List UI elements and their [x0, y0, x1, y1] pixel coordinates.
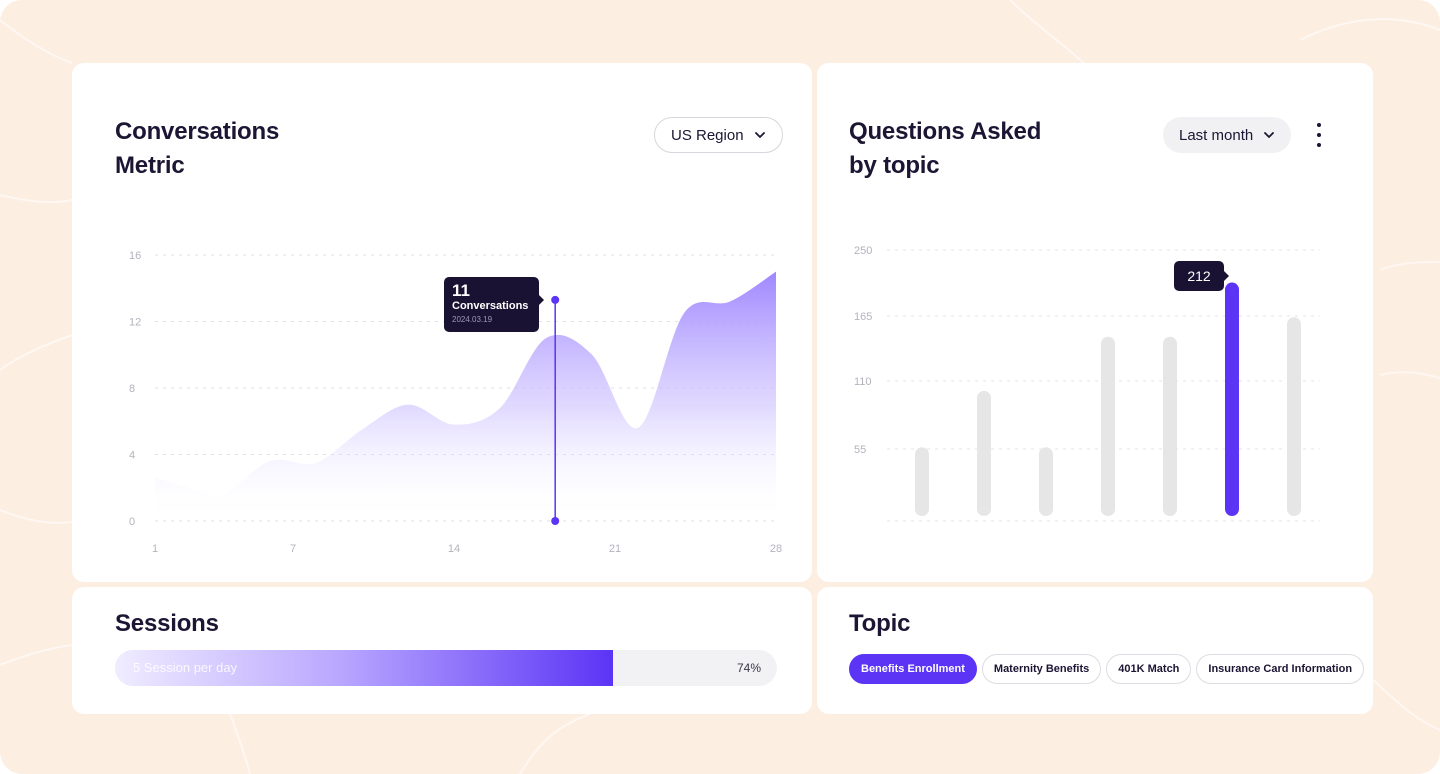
region-dropdown-label: US Region — [671, 126, 744, 144]
topic-chip[interactable]: Insurance Card Information — [1196, 654, 1365, 684]
topic-chip[interactable]: 401K Match — [1106, 654, 1192, 684]
y-tick-label: 55 — [854, 444, 866, 456]
conversations-title: Conversations Metric — [115, 115, 279, 183]
topic-chip[interactable]: Benefits Enrollment — [849, 654, 977, 684]
bar-tooltip: 212 — [1174, 261, 1229, 291]
y-tick-label: 4 — [129, 450, 135, 462]
bar[interactable] — [1163, 336, 1177, 516]
x-tick-label: 28 — [770, 543, 782, 555]
conversations-tooltip: 11 Conversations 2024.03.19 — [444, 277, 544, 332]
questions-title-line-1: Questions Asked — [849, 118, 1042, 145]
sessions-progress-percent: 74% — [736, 661, 761, 675]
sessions-progress-bar: 5 Session per day 74% — [115, 650, 777, 686]
x-tick-label: 21 — [609, 543, 621, 555]
tooltip-date: 2024.03.19 — [452, 315, 493, 324]
highlight-point-bottom — [551, 517, 560, 525]
sessions-title: Sessions — [115, 610, 219, 637]
conversations-title-line-2: Metric — [115, 152, 185, 179]
y-tick-label: 165 — [854, 311, 872, 323]
tooltip-arrow — [539, 295, 544, 305]
x-tick-label: 7 — [290, 543, 296, 555]
questions-by-topic-card: Questions Asked by topic Last month 250 1… — [817, 63, 1373, 582]
period-dropdown-label: Last month — [1179, 126, 1254, 144]
chevron-down-icon — [754, 132, 765, 138]
x-tick-label: 14 — [448, 543, 460, 555]
period-dropdown[interactable]: Last month — [1163, 117, 1292, 153]
conversations-area — [155, 271, 776, 521]
sessions-card: Sessions 5 Session per day 74% — [72, 587, 812, 714]
conversations-metric-card: Conversations Metric US Region 0 4 8 12 16 1 7… — [72, 63, 812, 582]
bar[interactable] — [1101, 336, 1115, 516]
tooltip-value: 11 — [452, 281, 470, 300]
y-tick-label: 250 — [854, 245, 872, 257]
sessions-progress-fill — [115, 650, 614, 686]
bar[interactable] — [977, 390, 991, 516]
bar-tooltip-value: 212 — [1187, 268, 1211, 284]
questions-title: Questions Asked by topic — [849, 115, 1041, 183]
more-options-icon[interactable] — [1307, 119, 1331, 151]
questions-title-line-2: by topic — [849, 152, 940, 179]
questions-bar-chart: 250 165 110 55 — [854, 245, 1320, 522]
conversations-title-line-1: Conversations — [115, 118, 280, 145]
sessions-progress-label: 5 Session per day — [133, 660, 238, 675]
tooltip-label: Conversations — [452, 300, 529, 312]
topic-chip-list: Benefits Enrollment Maternity Benefits 4… — [849, 654, 1365, 684]
chevron-down-icon — [1264, 132, 1275, 138]
y-tick-label: 16 — [129, 250, 141, 262]
y-tick-label: 110 — [854, 376, 872, 388]
bar[interactable] — [1039, 447, 1053, 516]
bar[interactable] — [915, 447, 929, 516]
x-tick-label: 1 — [152, 543, 158, 555]
conversations-area-chart: 0 4 8 12 16 1 7 14 21 28 — [129, 250, 782, 555]
topic-card: Topic Benefits Enrollment Maternity Bene… — [817, 587, 1373, 714]
bar[interactable] — [1287, 317, 1301, 516]
y-tick-label: 8 — [129, 383, 135, 395]
region-dropdown[interactable]: US Region — [654, 117, 783, 153]
topic-title: Topic — [849, 610, 911, 637]
bar-highlighted[interactable] — [1225, 282, 1239, 516]
y-tick-label: 0 — [129, 516, 135, 528]
highlight-point-top — [551, 295, 560, 304]
y-tick-label: 12 — [129, 317, 141, 329]
tooltip-arrow — [1224, 271, 1229, 281]
topic-chip[interactable]: Maternity Benefits — [981, 654, 1102, 684]
